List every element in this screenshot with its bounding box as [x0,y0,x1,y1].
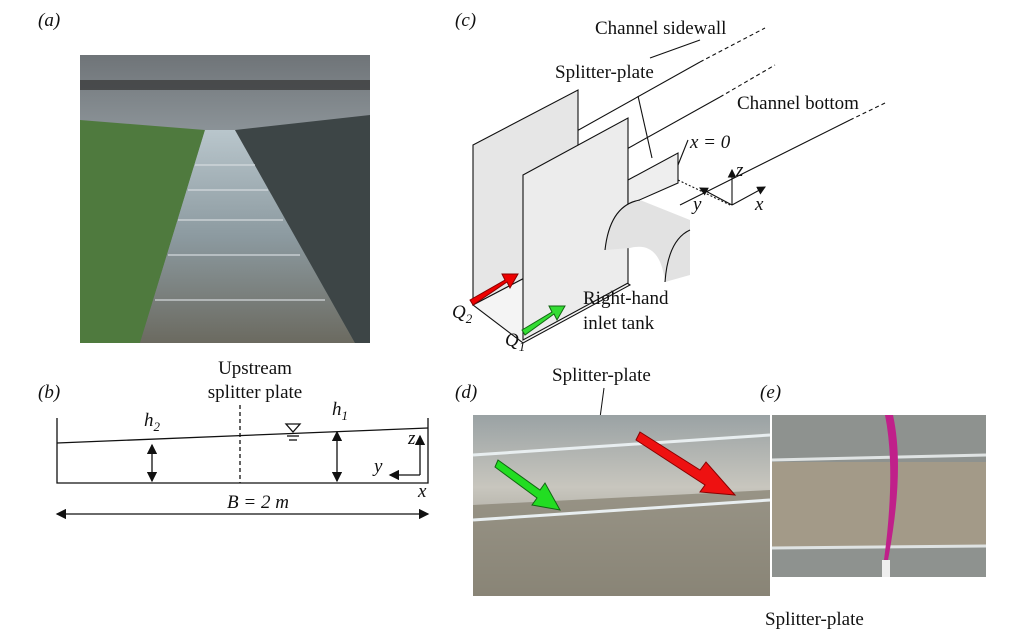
panel-label: (e) [760,382,781,403]
label: splitter plate [208,382,302,403]
panel-label: (a) [38,10,60,31]
symbol: Q2 [452,302,473,326]
panel-label: (d) [455,382,477,403]
axis-label: z [735,160,744,181]
label: x = 0 [689,132,731,153]
axis-label: x [417,481,427,502]
label: Splitter-plate [555,62,654,83]
symbol: h2 [144,410,161,434]
label: Channel bottom [737,93,859,114]
label: Splitter-plate [552,365,651,386]
axis-label: y [691,194,702,215]
label: Right-hand [583,288,669,309]
axis-label: y [372,456,383,477]
label: Upstream [218,358,292,379]
axis-label: x [754,194,764,215]
photo-dye [771,415,987,577]
width-label: B = 2 m [227,492,289,513]
label: Splitter-plate [765,609,864,630]
arrow-q1 [521,305,566,336]
panel-label: (c) [455,10,476,31]
arrow-q2 [469,273,519,306]
photo-flume [80,55,370,343]
symbol: h1 [332,399,348,423]
axis-label: z [407,428,416,449]
label: Channel sidewall [595,18,726,39]
panel-label: (b) [38,382,60,403]
label: inlet tank [583,313,655,334]
photo-inlet [472,415,771,596]
cross-section [55,405,430,520]
flume-sketch [471,27,886,344]
symbol: Q1 [505,330,525,354]
